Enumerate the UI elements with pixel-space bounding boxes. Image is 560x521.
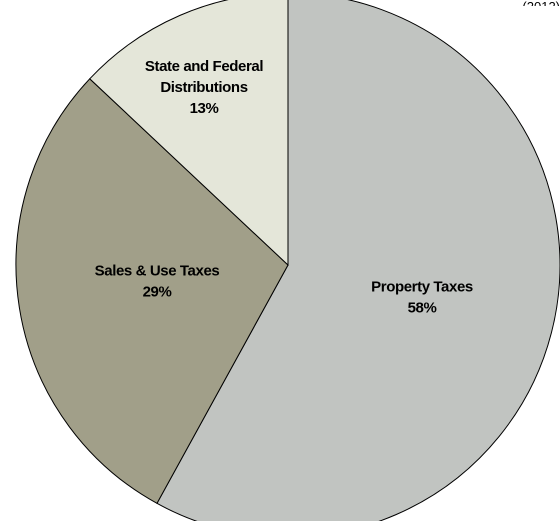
pie-slice-2 <box>15 78 289 505</box>
pie-slices <box>15 0 560 521</box>
slice-label-line: Property Taxes <box>371 279 473 296</box>
pie-slice-3 <box>89 0 289 267</box>
clipped-header-text: (2012) <box>522 0 560 6</box>
slice-label-line: 29% <box>143 284 172 301</box>
slice-label-line: Distributions <box>160 79 247 96</box>
slice-label-2: Sales & Use Taxes 29% <box>95 263 220 301</box>
slice-label-line: 58% <box>408 300 437 317</box>
pie-labels: Property Taxes 58% Sales & Use Taxes 29% Sta… <box>95 58 474 317</box>
slice-label-line: 13% <box>190 100 219 117</box>
slice-label-3: State and Federal Distributions 13% <box>145 58 263 117</box>
pie-slice-1 <box>156 0 560 521</box>
slice-label-line: State and Federal <box>145 58 263 75</box>
slice-label-1: Property Taxes 58% <box>371 279 473 317</box>
slice-label-line: Sales & Use Taxes <box>95 263 220 280</box>
